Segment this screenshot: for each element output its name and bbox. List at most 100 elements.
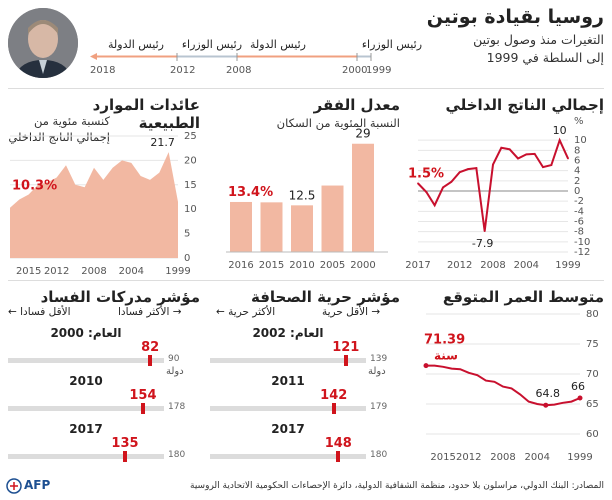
gdp-ytick-label: 8 — [574, 145, 580, 156]
corruption-rank-value: 135 — [111, 436, 139, 451]
life-first-label: 71.39 — [424, 333, 465, 348]
timeline-year: 2000 — [342, 65, 368, 76]
timeline-role-label: رئيس الوزراء — [181, 38, 242, 51]
resources-area — [10, 152, 178, 258]
gdp-ytick-label: 0 — [574, 186, 580, 197]
press-rank-track — [210, 358, 366, 363]
resources-subtitle-1: كنسبة مئوية من — [33, 114, 110, 128]
page-title: روسيا بقيادة بوتين — [426, 6, 604, 28]
gdp-xtick-label: 1999 — [555, 260, 580, 271]
gdp-point — [450, 180, 453, 183]
portrait-icon — [8, 8, 78, 78]
gdp-point — [417, 182, 419, 185]
life-title: متوسط العمر المتوقع — [442, 288, 604, 306]
poverty-xtick-label: 2016 — [228, 260, 253, 271]
poverty-xtick-label: 2015 — [259, 260, 284, 271]
timeline: رئيس الوزراء رئيس الدولة رئيس الوزراء رئ… — [90, 30, 422, 80]
press-year-label: 2017 — [271, 422, 305, 436]
gdp-ytick-label: 10 — [574, 135, 587, 146]
gdp-point — [567, 157, 569, 160]
corruption-more-text: الأكثر فسادا — [118, 306, 170, 318]
corruption-unit-label: دولة — [166, 366, 184, 377]
afp-logo-icon — [6, 478, 22, 494]
life-xtick-label: 2015 — [430, 452, 455, 463]
gdp-title: إجمالي الناتج الداخلي — [445, 96, 604, 114]
gdp-point — [508, 148, 511, 151]
corruption-more-label: الأكثر فسادا → — [118, 306, 182, 318]
corruption-year-label: 2010 — [69, 374, 103, 388]
resources-subtitle-2: إجمالي الناتج الداخلي — [8, 130, 110, 144]
gdp-unit-label: % — [574, 116, 584, 127]
life-line-series — [425, 364, 581, 407]
resources-peak-label: 21.7 — [150, 136, 175, 149]
timeline-role-label: رئيس الدولة — [250, 38, 306, 51]
press-year-label: 2011 — [271, 374, 305, 388]
timeline-year: 1999 — [366, 65, 392, 76]
life-point — [543, 402, 549, 408]
gdp-min-label: -7.9 — [472, 237, 493, 250]
gdp-xtick-label: 2017 — [405, 260, 430, 271]
timeline-role-label: رئيس الوزراء — [361, 38, 422, 51]
gdp-point — [467, 168, 469, 171]
press-unit-label: دولة — [368, 366, 386, 377]
gdp-ytick-label: -8 — [574, 227, 584, 238]
gdp-point — [558, 139, 561, 142]
press-total-value: 180 — [370, 450, 388, 460]
gdp-point — [475, 167, 478, 170]
poverty-value-label: 12.5 — [289, 188, 316, 202]
gdp-point — [500, 146, 503, 149]
corruption-title: مؤشر مدركات الفساد — [40, 288, 200, 306]
press-rank-value: 148 — [324, 436, 352, 451]
life-mid-label: 64.8 — [536, 387, 561, 400]
corruption-rows: العام: 2000 82 90 دولة 2010 154 178 2017 135 180 — [8, 322, 204, 472]
gdp-ytick-label: 6 — [574, 156, 580, 167]
press-title: مؤشر حرية الصحافة — [250, 288, 400, 306]
source-note: المصادر: البنك الدولي، مراسلون بلا حدود،… — [190, 481, 604, 491]
corruption-total-value: 180 — [168, 450, 186, 460]
corruption-total-value: 90 — [168, 354, 180, 364]
poverty-bar — [352, 143, 374, 252]
life-xtick-label: 2012 — [456, 452, 481, 463]
resources-chart: 0 5 10 15 20 25 2015 2012 2008 2004 1999 10.3% 21.7 — [10, 131, 197, 277]
corruption-rank-marker — [140, 403, 145, 414]
gdp-xtick-label: 2004 — [514, 260, 539, 271]
press-rank-track — [210, 454, 366, 459]
corruption-total-value: 178 — [168, 402, 186, 412]
poverty-bar — [230, 201, 252, 252]
gdp-point — [492, 163, 494, 166]
afp-logo: AFP — [6, 478, 50, 494]
gdp-point — [533, 152, 536, 155]
life-first-unit: سنة — [434, 349, 458, 363]
resources-xtick-label: 2004 — [119, 266, 144, 277]
corruption-rank-value: 154 — [129, 388, 157, 403]
poverty-xtick-label: 2005 — [320, 260, 345, 271]
gdp-ytick-label: -6 — [574, 217, 584, 228]
corruption-rank-track — [8, 358, 164, 363]
press-more-label: ← الأكثر حرية — [216, 306, 276, 318]
press-more-text: الأكثر حرية — [228, 306, 276, 318]
gdp-xtick-label: 2012 — [447, 260, 472, 271]
life-ytick-label: 65 — [586, 399, 599, 410]
press-total-value: 139 — [370, 354, 388, 364]
gdp-ytick-label: 4 — [574, 166, 580, 177]
poverty-bar — [260, 202, 283, 252]
gdp-point — [517, 157, 519, 160]
life-xtick-label: 2008 — [490, 452, 515, 463]
poverty-bar — [321, 185, 344, 252]
resources-ytick-label: 5 — [184, 229, 190, 240]
timeline-year: 2008 — [226, 65, 252, 76]
gdp-ytick-label: -2 — [574, 196, 584, 207]
corruption-rank-marker — [123, 451, 127, 462]
corruption-less-label: ← الأقل فسادا — [8, 306, 71, 318]
resources-xtick-label: 2012 — [44, 266, 69, 277]
resources-ytick-label: 25 — [184, 131, 197, 142]
life-last-label: 66 — [571, 380, 585, 393]
resources-ytick-label: 20 — [184, 155, 197, 166]
life-point — [577, 395, 583, 401]
poverty-value-label: 29 — [355, 127, 370, 141]
timeline-year: 2018 — [90, 65, 116, 76]
timeline-bar — [90, 53, 372, 61]
timeline-role-label: رئيس الدولة — [108, 38, 164, 51]
gdp-ytick-label: 2 — [574, 176, 580, 187]
